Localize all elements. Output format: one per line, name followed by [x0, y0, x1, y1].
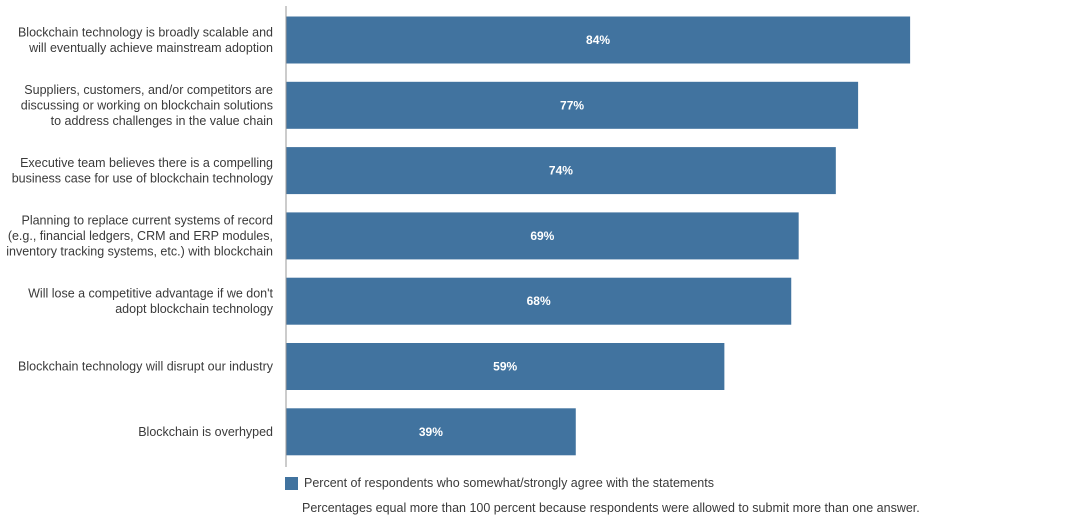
category-label-line: to address challenges in the value chain — [51, 114, 273, 128]
bar-value-label-6: 59% — [493, 360, 517, 374]
bars-group: 84% 77% 74% 69% 68% 59% 39% — [286, 16, 911, 456]
category-label-line: inventory tracking systems, etc.) with b… — [6, 244, 273, 258]
category-label-line: Blockchain technology is broadly scalabl… — [18, 25, 273, 39]
category-label-line: discussing or working on blockchain solu… — [21, 98, 273, 112]
bar-7 — [286, 408, 576, 456]
footnote: Percentages equal more than 100 percent … — [302, 501, 920, 515]
category-label-line: Executive team believes there is a compe… — [20, 156, 273, 170]
bar-6 — [286, 343, 725, 390]
bar-1 — [286, 16, 911, 64]
category-label-2: Suppliers, customers, and/or competitors… — [21, 83, 273, 128]
category-label-6: Blockchain technology will disrupt our i… — [18, 360, 274, 374]
category-label-line: adopt blockchain technology — [115, 302, 274, 316]
bar-value-label-3: 74% — [549, 164, 573, 178]
category-label-7: Blockchain is overhyped — [138, 425, 273, 439]
category-labels-group: Blockchain technology is broadly scalabl… — [6, 25, 274, 439]
category-label-line: Suppliers, customers, and/or competitors… — [24, 83, 273, 97]
bar-chart: 84% 77% 74% 69% 68% 59% 39% Blockchain technol… — [6, 6, 911, 467]
bar-value-label-5: 68% — [527, 294, 551, 308]
legend-swatch — [285, 476, 298, 490]
bar-3 — [286, 147, 836, 195]
category-label-line: business case for use of blockchain tech… — [12, 171, 274, 185]
bar-value-label-7: 39% — [419, 425, 443, 439]
bar-4 — [286, 212, 799, 260]
bar-value-label-1: 84% — [586, 33, 610, 47]
legend: Percent of respondents who somewhat/stro… — [285, 476, 714, 490]
category-label-1: Blockchain technology is broadly scalabl… — [18, 25, 273, 55]
category-label-4: Planning to replace current systems of r… — [6, 213, 273, 258]
category-label-line: will eventually achieve mainstream adopt… — [28, 41, 273, 55]
category-label-line: (e.g., financial ledgers, CRM and ERP mo… — [8, 229, 273, 243]
bar-2 — [286, 81, 859, 129]
category-label-line: Blockchain technology will disrupt our i… — [18, 360, 274, 374]
legend-label: Percent of respondents who somewhat/stro… — [304, 476, 714, 490]
bar-5 — [286, 277, 792, 325]
category-label-5: Will lose a competitive advantage if we … — [28, 286, 274, 316]
bar-value-label-4: 69% — [530, 229, 554, 243]
category-label-line: Will lose a competitive advantage if we … — [28, 286, 273, 300]
category-label-line: Blockchain is overhyped — [138, 425, 273, 439]
category-label-line: Planning to replace current systems of r… — [21, 213, 273, 227]
bar-value-label-2: 77% — [560, 98, 584, 112]
category-label-3: Executive team believes there is a compe… — [12, 156, 274, 186]
